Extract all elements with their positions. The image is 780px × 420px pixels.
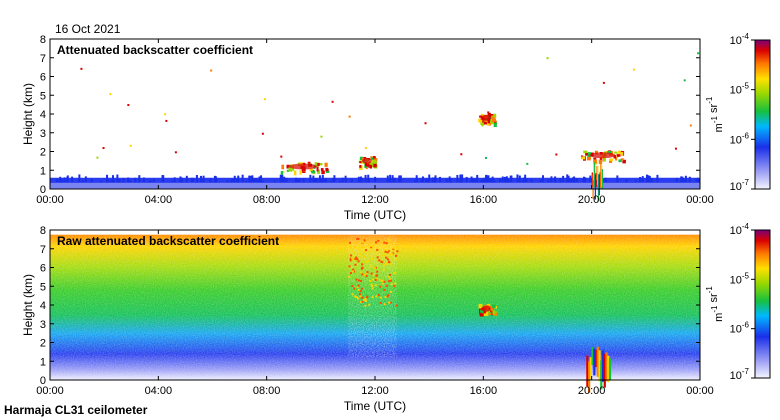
high-noise-band	[347, 235, 399, 358]
x-tick-label: 04:00	[145, 385, 173, 397]
sparse-echoes	[80, 52, 700, 165]
colorbar-tick-label: 10-7	[730, 178, 750, 193]
x-tick-label: 12:00	[361, 385, 389, 397]
y-tick-label: 1	[40, 165, 46, 177]
y-axis-label: Height (km)	[21, 83, 35, 145]
colorbar-tick-label: 10-5	[730, 271, 750, 286]
y-tick-label: 7	[40, 244, 46, 256]
x-axis-label: Time (UTC)	[344, 399, 406, 413]
x-tick-label: 08:00	[253, 385, 281, 397]
y-tick-label: 1	[40, 356, 46, 368]
plot-area	[50, 39, 700, 202]
y-axis-label: Height (km)	[21, 274, 35, 336]
date-label: 16 Oct 2021	[55, 22, 121, 36]
colorbar-scale	[754, 229, 771, 379]
x-tick-label: 12:00	[361, 194, 389, 206]
y-tick-label: 4	[40, 109, 46, 121]
cloud-patch	[580, 150, 626, 165]
chart-title: Raw attenuated backscatter coefficient	[57, 234, 279, 248]
x-tick-label: 00:00	[686, 194, 714, 206]
y-tick-label: 4	[40, 300, 46, 312]
y-tick-label: 8	[40, 225, 46, 237]
instrument-label: Harmaja CL31 ceilometer	[4, 403, 148, 417]
y-tick-label: 2	[40, 338, 46, 350]
y-tick-label: 8	[40, 34, 46, 46]
colorbar-tick-label: 10-6	[730, 131, 750, 146]
cloud-patch	[478, 303, 498, 317]
chart-title: Attenuated backscatter coefficient	[57, 43, 253, 57]
colorbar-unit-label: m-1 sr-1	[705, 96, 725, 132]
x-axis-label: Time (UTC)	[344, 208, 406, 222]
x-tick-label: 00:00	[36, 194, 64, 206]
y-tick-label: 3	[40, 128, 46, 140]
y-tick-label: 3	[40, 319, 46, 331]
y-tick-label: 5	[40, 281, 46, 293]
y-tick-label: 7	[40, 53, 46, 65]
x-tick-label: 16:00	[470, 194, 498, 206]
y-tick-label: 0	[40, 184, 46, 196]
x-tick-label: 00:00	[686, 385, 714, 397]
cloud-patch	[478, 112, 497, 128]
colorbar-tick-label: 10-6	[730, 321, 750, 336]
colorbar-tick-label: 10-4	[730, 222, 750, 237]
x-tick-label: 08:00	[253, 194, 281, 206]
colorbar-tick-label: 10-7	[730, 367, 750, 382]
y-tick-label: 6	[40, 263, 46, 275]
colorbar-scale	[754, 39, 771, 190]
precipitation	[591, 161, 603, 202]
cloud-patch	[358, 155, 378, 170]
x-tick-label: 20:00	[578, 194, 606, 206]
x-tick-label: 04:00	[145, 194, 173, 206]
colorbar-unit-label: m-1 sr-1	[705, 286, 725, 322]
x-tick-label: 20:00	[578, 385, 606, 397]
y-tick-label: 5	[40, 90, 46, 102]
bottom-panel: Raw attenuated backscatter coefficient00…	[21, 222, 771, 413]
y-tick-label: 2	[40, 147, 46, 159]
x-tick-label: 16:00	[470, 385, 498, 397]
precipitation	[586, 346, 612, 393]
colorbar: 10-7 10-6 10-5 10-4 m-1 sr-1	[705, 32, 771, 193]
y-tick-label: 0	[40, 375, 46, 387]
y-tick-label: 6	[40, 72, 46, 84]
cloud-patch	[280, 161, 330, 176]
colorbar-tick-label: 10-4	[730, 32, 750, 47]
colorbar-tick-label: 10-5	[730, 82, 750, 97]
plot-area	[50, 234, 700, 393]
x-tick-label: 00:00	[36, 385, 64, 397]
colorbar: 10-7 10-6 10-5 10-4 m-1 sr-1	[705, 222, 771, 382]
